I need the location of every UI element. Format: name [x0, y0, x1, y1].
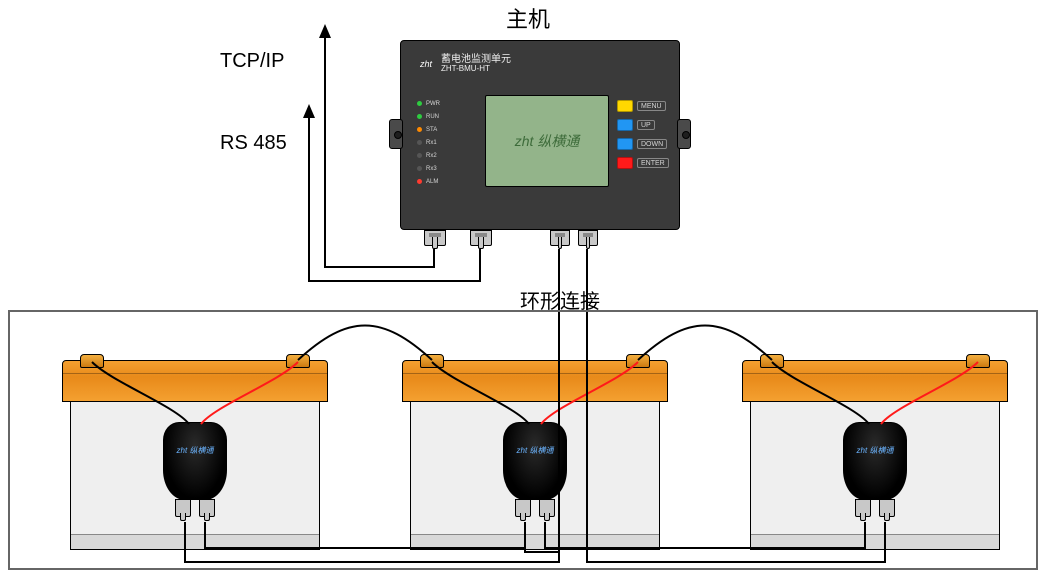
sensor-brand: zht 纵横通 [844, 445, 906, 456]
sensor-port [855, 499, 871, 517]
sensor-ports [855, 499, 895, 517]
battery-post-neg [760, 354, 784, 368]
sensor-brand: zht 纵横通 [504, 445, 566, 456]
host-button-label: MENU [637, 101, 666, 111]
screen-text: zht 纵横通 [515, 131, 580, 151]
led-label: PWR [426, 101, 440, 107]
host-button-label: UP [637, 120, 655, 130]
sensor-port [879, 499, 895, 517]
battery-sensor: zht 纵横通 [843, 422, 907, 500]
led-dot [417, 114, 422, 119]
sensor-ports [515, 499, 555, 517]
sensor-port [175, 499, 191, 517]
host-button[interactable] [617, 138, 633, 150]
led-dot [417, 140, 422, 145]
battery-1: zht 纵横通 [60, 360, 330, 550]
sensor-port [539, 499, 555, 517]
rj-port [470, 230, 492, 246]
led-label: ALM [426, 179, 438, 185]
zht-badge-icon: zht [415, 53, 437, 75]
rj-port [424, 230, 446, 246]
led-label: Rx2 [426, 153, 437, 159]
wire-rs485-up-to-port [479, 249, 481, 282]
host-button[interactable] [617, 119, 633, 131]
tcpip-arrowhead [319, 24, 331, 38]
rs485-arrowhead [303, 104, 315, 118]
battery-2: zht 纵横通 [400, 360, 670, 550]
host-screen: zht 纵横通 [485, 95, 609, 187]
wire-rs485-v [308, 118, 310, 282]
host-button[interactable] [617, 157, 633, 169]
led-dot [417, 127, 422, 132]
led-dot [417, 153, 422, 158]
led-label: Rx1 [426, 140, 437, 146]
battery-post-pos [626, 354, 650, 368]
host-device: zht 蓄电池监测单元 ZHT-BMU-HT PWR RUN STA Rx1 Rx2 Rx… [400, 40, 680, 230]
wire-tcpip-up-to-port [433, 249, 435, 268]
tcpip-label: TCP/IP [220, 50, 284, 73]
led-dot [417, 101, 422, 106]
mount-right [677, 119, 691, 149]
wire-tcpip-h [324, 266, 435, 268]
led-dot [417, 166, 422, 171]
sensor-brand: zht 纵横通 [164, 445, 226, 456]
sensor-ports [175, 499, 215, 517]
led-label: RUN [426, 114, 439, 120]
host-title-en: ZHT-BMU-HT [441, 65, 511, 73]
battery-post-neg [80, 354, 104, 368]
host-button-label: DOWN [637, 139, 667, 149]
wire-tcpip-v [324, 38, 326, 268]
leds-panel: PWR RUN STA Rx1 Rx2 Rx3 ALM [417, 97, 440, 188]
mount-left [389, 119, 403, 149]
battery-sensor: zht 纵横通 [503, 422, 567, 500]
wire-rs485-h [308, 280, 481, 282]
rs485-label: RS 485 [220, 132, 287, 155]
battery-post-pos [286, 354, 310, 368]
led-label: STA [426, 127, 437, 133]
battery-3: zht 纵横通 [740, 360, 1010, 550]
battery-sensor: zht 纵横通 [163, 422, 227, 500]
host-button[interactable] [617, 100, 633, 112]
host-logo: zht 蓄电池监测单元 ZHT-BMU-HT [415, 53, 511, 75]
rj-port [550, 230, 570, 246]
buttons-panel: MENU UP DOWN ENTER [617, 99, 667, 175]
sensor-port [515, 499, 531, 517]
battery-post-pos [966, 354, 990, 368]
led-dot [417, 179, 422, 184]
led-label: Rx3 [426, 166, 437, 172]
host-button-label: ENTER [637, 158, 669, 168]
host-title: 主机 [506, 2, 550, 34]
rj-port [578, 230, 598, 246]
battery-post-neg [420, 354, 444, 368]
sensor-port [199, 499, 215, 517]
